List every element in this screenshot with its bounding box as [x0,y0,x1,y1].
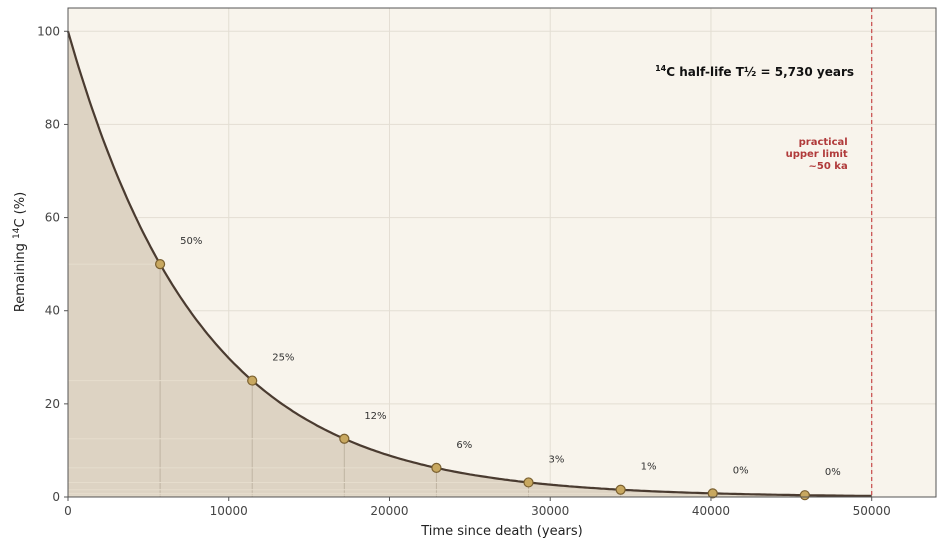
drop-lines [68,263,806,497]
y-axis-label: Remaining 14C (%) [12,192,28,312]
y-tick-label: 60 [45,211,60,225]
y-tick-label: 100 [37,24,60,38]
y-tick-label: 20 [45,397,60,411]
axis-ticks: 0 10000 20000 30000 40000 50000 0 20 40 60 80 100 [37,24,891,518]
half-life-annotation-text: C half-life T½ = 5,730 years [666,65,854,79]
y-tick-label: 0 [52,490,60,504]
half-life-annotation-sup: 14 [655,64,667,73]
y-axis-label-pre: Remaining [13,239,28,312]
half-life-marker [431,462,442,473]
point-label: 1% [641,462,657,473]
x-tick-label: 50000 [853,504,891,518]
point-label: 25% [272,353,294,364]
area-fill [68,31,872,498]
half-life-marker [523,477,534,488]
point-label: 3% [549,454,565,465]
x-tick-label: 20000 [370,504,408,518]
decay-area [68,31,872,498]
half-life-marker [155,259,166,270]
half-life-marker [339,433,350,444]
x-tick-label: 10000 [210,504,248,518]
half-life-marker [247,375,258,386]
point-label: 6% [456,440,472,451]
x-tick-label: 30000 [531,504,569,518]
half-life-marker [799,490,810,501]
half-life-labels: 50% 25% 12% 6% 3% 1% 0% 0% [180,236,841,478]
limit-label-line: practical [799,137,848,148]
y-axis-label-post: C (%) [13,192,28,228]
x-tick-label: 40000 [692,504,730,518]
decay-curve [66,30,872,497]
point-label: 0% [733,465,749,476]
half-life-annotation: 14C half-life T½ = 5,730 years [655,64,854,79]
decay-line [66,30,872,497]
half-life-marker [615,484,626,495]
limit-label-line: upper limit [786,149,848,160]
point-label: 50% [180,236,202,247]
x-axis-label: Time since death (years) [420,524,582,539]
y-axis-label-sup: 14 [12,227,22,239]
limit-label-line: ~50 ka [809,161,848,172]
y-tick-label: 80 [45,117,60,131]
half-life-marker [707,488,718,499]
plot-frame [67,7,937,498]
x-tick-label: 0 [64,504,72,518]
point-label: 12% [364,411,386,422]
point-label: 0% [825,467,841,478]
y-tick-label: 40 [45,304,60,318]
